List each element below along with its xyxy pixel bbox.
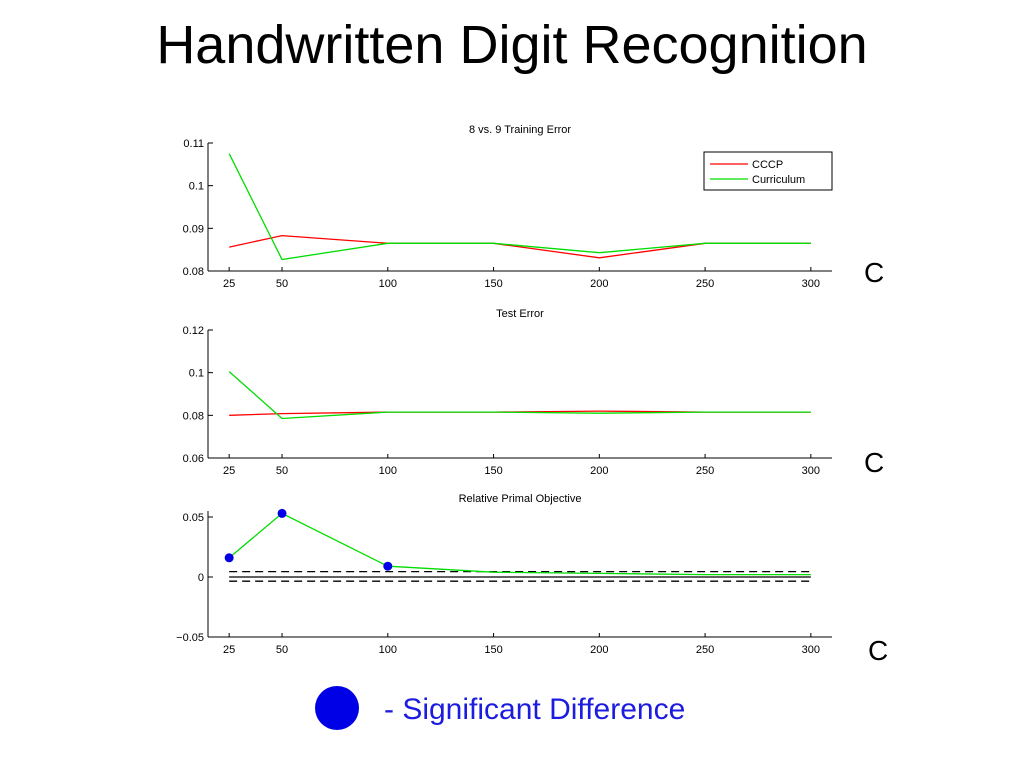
significance-legend-text: - Significant Difference xyxy=(384,693,686,726)
chart1-series-curriculum xyxy=(228,153,811,261)
chart3-x-tick-label: 300 xyxy=(802,644,820,656)
chart2-x-tick-label: 300 xyxy=(802,465,820,477)
chart3-x-tick-label: 100 xyxy=(379,644,397,656)
chart3-x-tick-label: 250 xyxy=(696,644,714,656)
chart2-y-tick-label: 0.06 xyxy=(183,453,204,465)
relative-primal-objective-chart: Relative Primal Objective 25 50 100 150 200 25… xyxy=(176,493,832,656)
chart1-x-tick-label: 100 xyxy=(379,278,397,290)
chart2-x-tick-label: 250 xyxy=(696,465,714,477)
significance-marker-icon xyxy=(315,686,359,730)
chart1-legend-label: Curriculum xyxy=(752,174,805,186)
chart2-x-tick-label: 200 xyxy=(590,465,608,477)
chart3-y-tick-label: 0 xyxy=(198,572,204,584)
chart2-x-tick-label: 50 xyxy=(276,465,288,477)
chart2-y-tick-label: 0.12 xyxy=(183,325,204,337)
chart3-significant-point xyxy=(224,553,234,563)
chart3-significant-point xyxy=(383,561,393,571)
chart3-significant-point xyxy=(277,508,287,518)
chart3-series-line-1 xyxy=(228,512,811,576)
chart1-y-tick-label: 0.09 xyxy=(183,223,204,235)
chart2-y-tick-label: 0.08 xyxy=(183,410,204,422)
chart1-legend-label: CCCP xyxy=(752,159,783,171)
test-error-chart: Test Error 25 50 100 150 200 250 300 0.06 0.08 0.1… xyxy=(183,308,832,477)
chart1-title: 8 vs. 9 Training Error xyxy=(469,124,571,136)
chart2-x-tick-label: 25 xyxy=(223,465,235,477)
chart1-x-tick-label: 50 xyxy=(276,278,288,290)
chart2-x-tick-label: 150 xyxy=(484,465,502,477)
chart1-y-tick-label: 0.11 xyxy=(183,138,204,150)
chart2-series-line-2 xyxy=(228,371,811,420)
chart1-legend-box xyxy=(703,151,833,191)
c-axis-label-3: C xyxy=(868,635,889,666)
chart3-y-tick-label: 0.05 xyxy=(183,512,204,524)
chart3-x-tick-label: 200 xyxy=(590,644,608,656)
chart3-title: Relative Primal Objective xyxy=(459,493,582,505)
chart1-x-tick-label: 25 xyxy=(223,278,235,290)
chart1-x-tick-label: 250 xyxy=(696,278,714,290)
chart1-x-tick-label: 300 xyxy=(802,278,820,290)
c-axis-label-2: C xyxy=(864,447,885,478)
chart2-x-tick-label: 100 xyxy=(379,465,397,477)
chart3-x-tick-label: 25 xyxy=(223,644,235,656)
chart2-title: Test Error xyxy=(496,308,544,320)
chart1-x-tick-label: 200 xyxy=(590,278,608,290)
c-axis-label-1: C xyxy=(864,257,885,288)
slide-title: Handwritten Digit Recognition xyxy=(156,15,868,75)
chart1-y-tick-label: 0.08 xyxy=(183,266,204,278)
chart1-y-tick-label: 0.1 xyxy=(189,181,204,193)
training-error-chart: 8 vs. 9 Training Error 25 50 100 150 200 250 30… xyxy=(183,124,833,290)
chart3-y-tick-label: −0.05 xyxy=(176,632,204,644)
chart3-x-tick-label: 50 xyxy=(276,644,288,656)
chart2-y-tick-label: 0.1 xyxy=(189,368,204,380)
chart1-x-tick-label: 150 xyxy=(484,278,502,290)
chart3-x-tick-label: 150 xyxy=(484,644,502,656)
